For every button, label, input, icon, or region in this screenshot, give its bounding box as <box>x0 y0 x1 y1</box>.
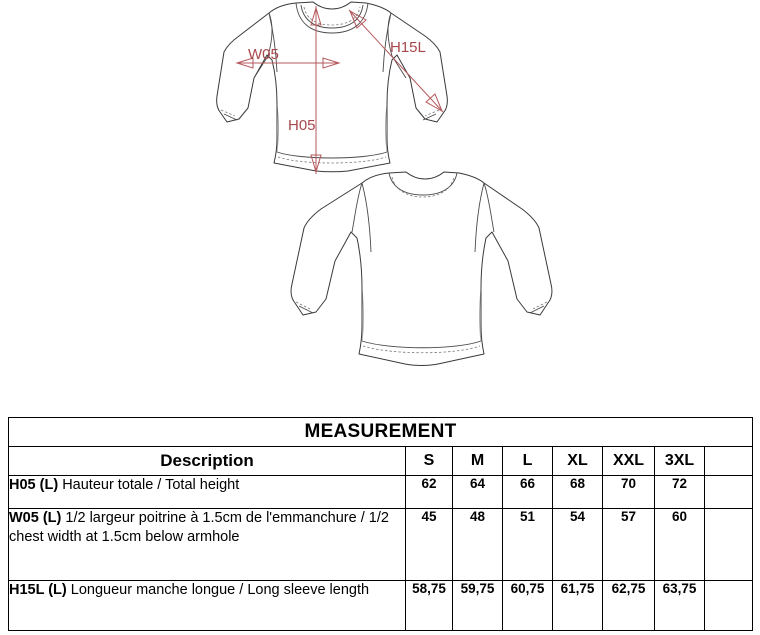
column-header-size-l: L <box>502 446 553 476</box>
value-h15l-3xl: 63,75 <box>654 580 705 631</box>
back-view-garment <box>290 171 553 366</box>
value-w05-l: 51 <box>502 508 553 581</box>
value-h15l-m: 59,75 <box>452 580 503 631</box>
value-w05-xl: 54 <box>552 508 603 581</box>
measurement-code-w05: W05 (L) <box>9 510 62 526</box>
row-description-h15l: H15L (L) Longueur manche longue / Long s… <box>8 580 406 631</box>
value-h05-3xl: 72 <box>654 475 705 509</box>
measurement-code-h05: H05 (L) <box>9 477 59 493</box>
measurement-text-h05: Hauteur totale / Total height <box>62 477 240 493</box>
column-header-size-xl: XL <box>552 446 603 476</box>
measurement-text-h15l: Longueur manche longue / Long sleeve len… <box>70 582 370 598</box>
value-w05-s: 45 <box>405 508 453 581</box>
value-h15l-xl: 61,75 <box>552 580 603 631</box>
dimension-label-h15l: H15L <box>390 39 426 56</box>
value-h05-xl: 68 <box>552 475 603 509</box>
dimension-label-h05: H05 <box>288 117 316 134</box>
table-row: W05 (L) 1/2 largeur poitrine à 1.5cm de … <box>8 508 754 581</box>
value-w05-m: 48 <box>452 508 503 581</box>
value-h05-m: 64 <box>452 475 503 509</box>
table-row: H15L (L) Longueur manche longue / Long s… <box>8 580 754 631</box>
value-h05-s: 62 <box>405 475 453 509</box>
measurement-title: MEASUREMENT <box>7 417 754 447</box>
value-h15l-l: 60,75 <box>502 580 553 631</box>
value-h15l-xxl: 62,75 <box>602 580 655 631</box>
value-h05-xxl: 70 <box>602 475 655 509</box>
value-w05-xxl: 57 <box>602 508 655 581</box>
value-h05-blank <box>703 475 754 509</box>
dimension-label-w05: W05 <box>248 46 279 63</box>
measurement-text-w05: 1/2 largeur poitrine à 1.5cm de l'emmanc… <box>9 510 389 545</box>
front-view-dimensions: H05 W05 H15L <box>235 6 444 174</box>
column-header-size-m: M <box>452 446 503 476</box>
value-w05-3xl: 60 <box>654 508 705 581</box>
column-header-size-3xl: 3XL <box>654 446 705 476</box>
column-header-description: Description <box>8 446 406 476</box>
technical-drawing-area: H05 W05 H15L <box>216 1 553 366</box>
front-view-garment <box>216 1 448 173</box>
row-description-w05: W05 (L) 1/2 largeur poitrine à 1.5cm de … <box>8 508 406 581</box>
column-header-size-s: S <box>405 446 453 476</box>
value-h15l-s: 58,75 <box>405 580 453 631</box>
row-description-h05: H05 (L) Hauteur totale / Total height <box>8 475 406 509</box>
column-header-blank <box>703 446 754 476</box>
table-title-row: MEASUREMENT <box>7 417 754 447</box>
measurement-code-h15l: H15L (L) <box>9 582 67 598</box>
value-h15l-blank <box>703 580 754 631</box>
value-h05-l: 66 <box>502 475 553 509</box>
h15l-dimension-line <box>348 9 444 113</box>
table-header-row: Description S M L XL XXL 3XL <box>8 446 754 476</box>
table-row: H05 (L) Hauteur totale / Total height 62… <box>8 475 754 509</box>
measurement-table: MEASUREMENT Description S M L XL XXL 3XL… <box>7 417 754 631</box>
column-header-size-xxl: XXL <box>602 446 655 476</box>
value-w05-blank <box>703 508 754 581</box>
